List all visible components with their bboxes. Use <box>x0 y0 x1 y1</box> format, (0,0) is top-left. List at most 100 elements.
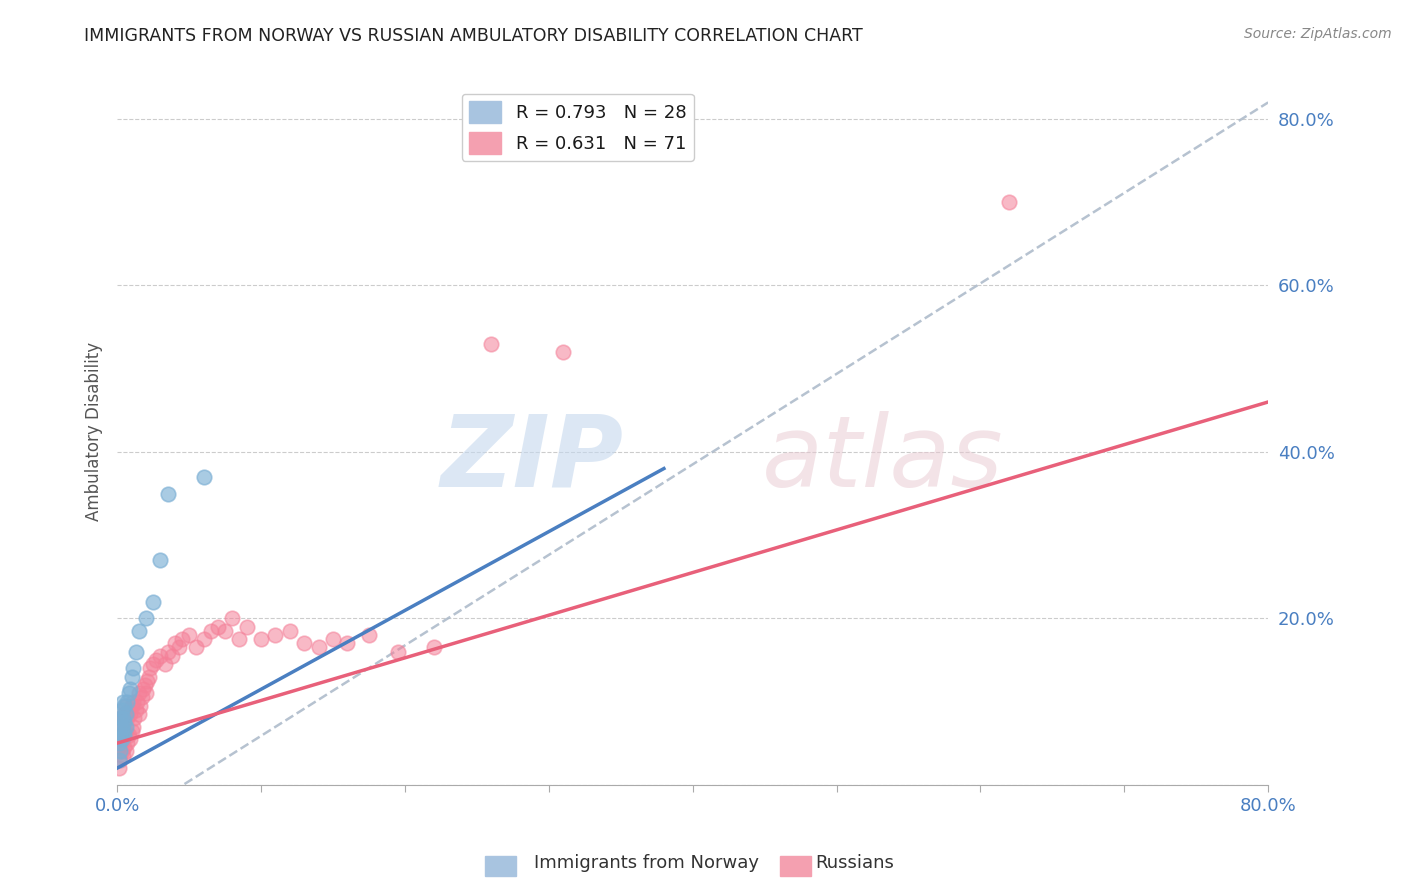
Point <box>163 636 186 650</box>
Text: Source: ZipAtlas.com: Source: ZipAtlas.com <box>1244 27 1392 41</box>
Point <box>129 698 152 713</box>
Point <box>127 694 149 708</box>
Point <box>193 632 215 647</box>
Point <box>142 595 165 609</box>
Point <box>112 728 135 742</box>
Point <box>170 632 193 647</box>
Point <box>110 744 132 758</box>
Point <box>117 711 139 725</box>
Text: atlas: atlas <box>762 411 1004 508</box>
Point <box>998 195 1021 210</box>
Point <box>128 686 150 700</box>
Point <box>479 336 502 351</box>
Point <box>112 698 135 713</box>
Point <box>553 345 575 359</box>
Point <box>221 611 243 625</box>
Point <box>111 748 134 763</box>
Point <box>110 719 132 733</box>
Point <box>214 624 236 638</box>
Point <box>110 731 132 746</box>
Point <box>278 624 301 638</box>
Point <box>107 740 129 755</box>
Point <box>121 723 143 738</box>
Point <box>118 728 141 742</box>
Text: IMMIGRANTS FROM NORWAY VS RUSSIAN AMBULATORY DISABILITY CORRELATION CHART: IMMIGRANTS FROM NORWAY VS RUSSIAN AMBULA… <box>84 27 863 45</box>
Point <box>111 731 134 746</box>
Point <box>336 636 359 650</box>
Point <box>114 719 136 733</box>
Point <box>179 628 201 642</box>
Point <box>124 711 146 725</box>
Point <box>108 711 131 725</box>
Text: Immigrants from Norway: Immigrants from Norway <box>534 855 759 872</box>
Point <box>139 661 162 675</box>
Point <box>134 678 156 692</box>
Point <box>193 470 215 484</box>
Point <box>228 632 250 647</box>
Point <box>125 645 148 659</box>
Point <box>322 632 344 647</box>
Point <box>387 645 409 659</box>
Point <box>108 753 131 767</box>
Point <box>156 486 179 500</box>
Point <box>114 698 136 713</box>
Point <box>292 636 315 650</box>
Point <box>357 628 380 642</box>
Point <box>125 703 148 717</box>
Point <box>120 681 142 696</box>
Point <box>108 719 131 733</box>
Point <box>128 624 150 638</box>
Point <box>142 657 165 672</box>
Point <box>107 761 129 775</box>
Point <box>111 694 134 708</box>
Point <box>108 744 131 758</box>
Point <box>156 645 179 659</box>
Point <box>112 723 135 738</box>
Text: ZIP: ZIP <box>440 411 624 508</box>
Y-axis label: Ambulatory Disability: Ambulatory Disability <box>86 342 103 521</box>
Point <box>120 731 142 746</box>
Point <box>117 694 139 708</box>
Point <box>308 640 330 655</box>
Point <box>111 723 134 738</box>
Point <box>149 553 172 567</box>
Point <box>422 640 444 655</box>
Point <box>153 657 176 672</box>
Point <box>108 728 131 742</box>
Point <box>107 736 129 750</box>
Point <box>145 653 167 667</box>
Legend: R = 0.793   N = 28, R = 0.631   N = 71: R = 0.793 N = 28, R = 0.631 N = 71 <box>461 94 693 161</box>
Point <box>112 706 135 721</box>
Point <box>111 715 134 730</box>
Point <box>131 690 153 705</box>
Point <box>118 703 141 717</box>
Point <box>111 711 134 725</box>
Point <box>235 620 257 634</box>
Point <box>114 723 136 738</box>
Point <box>112 740 135 755</box>
Text: Russians: Russians <box>815 855 894 872</box>
Point <box>122 661 145 675</box>
Point <box>135 686 157 700</box>
Point <box>114 706 136 721</box>
Point <box>122 719 145 733</box>
Point <box>121 698 143 713</box>
Point <box>264 628 287 642</box>
Point <box>108 731 131 746</box>
Point <box>207 620 229 634</box>
Point <box>110 728 132 742</box>
Point <box>132 681 155 696</box>
Point <box>110 703 132 717</box>
Point <box>160 648 183 663</box>
Point <box>167 640 190 655</box>
Point <box>136 673 159 688</box>
Point <box>200 624 222 638</box>
Point <box>120 706 142 721</box>
Point <box>107 753 129 767</box>
Point <box>112 715 135 730</box>
Point <box>121 669 143 683</box>
Point <box>186 640 208 655</box>
Point <box>250 632 273 647</box>
Point <box>114 744 136 758</box>
Point <box>128 706 150 721</box>
